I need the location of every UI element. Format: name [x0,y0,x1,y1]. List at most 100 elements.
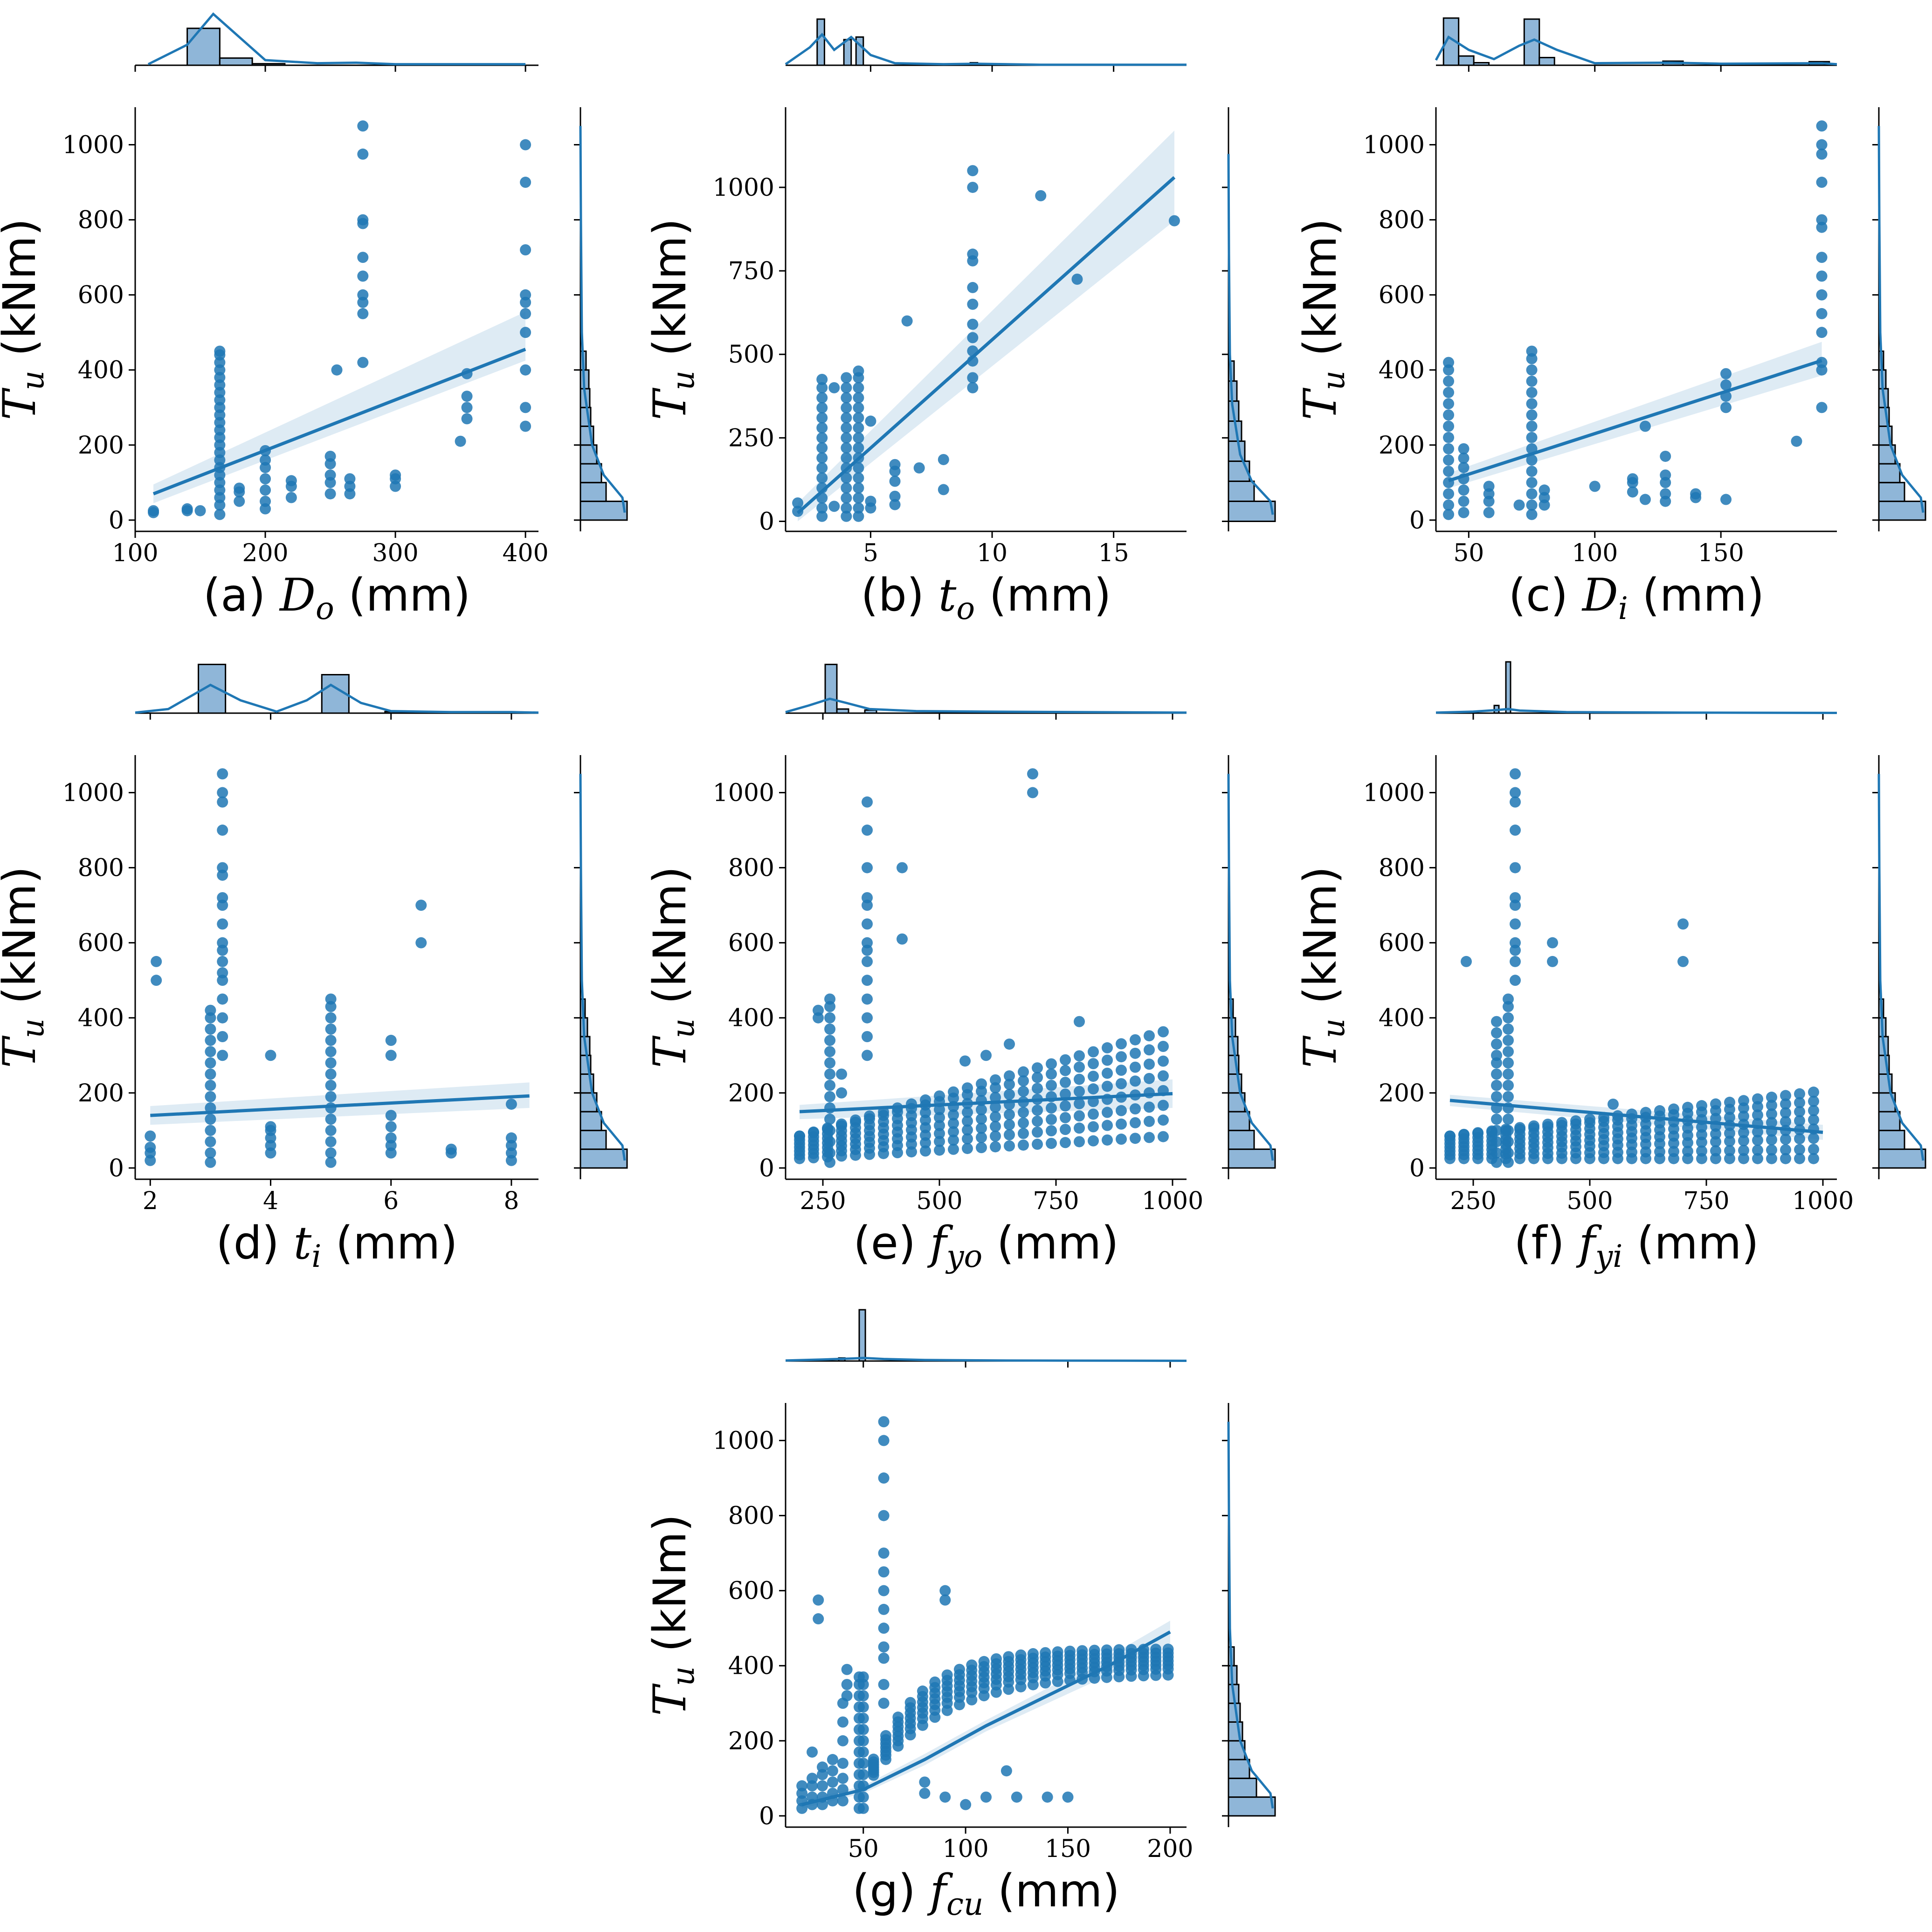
data-point [1720,402,1732,413]
data-point [1738,1110,1749,1122]
data-point [1458,495,1470,507]
data-point [816,402,828,413]
data-point [980,1791,992,1803]
data-point [357,289,369,301]
data-point [1443,398,1455,410]
data-point [1556,1117,1567,1128]
data-point [1503,1091,1514,1102]
data-point [1088,1108,1099,1120]
data-point [1780,1134,1791,1145]
data-point [1816,120,1828,132]
data-point [1503,1136,1514,1148]
data-point [505,1132,517,1144]
data-point [1158,1131,1169,1142]
data-point [841,412,852,424]
data-point [990,1130,1001,1142]
x-tick-label: 150 [1045,1835,1091,1863]
regression-line [1448,359,1822,482]
data-point [878,1566,890,1578]
data-point [325,1023,337,1035]
y-tick-label: 750 [728,257,774,285]
data-point [1526,420,1538,432]
data-point [217,1031,228,1042]
data-point [990,1101,1001,1113]
data-point [1780,1144,1791,1155]
data-point [824,1046,835,1058]
data-point [1808,1153,1819,1164]
data-point [824,1068,835,1080]
data-point [234,495,245,507]
right-hist-bar [580,1111,602,1131]
data-point [878,1652,890,1664]
y-tick-label: 800 [78,854,124,882]
right-hist-bar [1228,1129,1255,1150]
data-point [1710,1113,1721,1124]
y-tick-label: 0 [1409,507,1425,535]
y-axis-label: Tu (kNm) [0,866,51,1068]
data-points [796,1416,1174,1814]
data-point [1003,1651,1014,1663]
data-point [1738,1145,1749,1156]
data-point [520,244,531,256]
data-point [976,1104,987,1115]
data-point [145,1141,156,1153]
data-point [1794,1097,1805,1108]
data-point [1102,1042,1113,1054]
x-tick-label: 1000 [1142,1187,1203,1215]
data-point [1710,1128,1721,1140]
x-tick-label: 5 [863,539,878,567]
data-point [853,472,864,484]
data-point [1032,1138,1043,1150]
data-point [853,392,864,404]
data-point [938,454,949,465]
data-point [1032,1062,1043,1074]
data-point [1794,1088,1805,1100]
data-point [1639,420,1651,432]
top-kde-curve [1435,708,1837,714]
data-point [841,452,852,464]
data-point [807,1746,818,1758]
data-point [865,415,876,427]
x-tick-label: 750 [1683,1187,1729,1215]
y-tick-label: 0 [1409,1155,1425,1183]
data-point [1018,1107,1029,1118]
data-point [1816,139,1828,151]
data-point [331,364,343,376]
data-point [1640,1107,1651,1118]
confidence-band [150,1082,530,1125]
data-point [1724,1153,1735,1164]
data-point [862,892,873,904]
data-point [1660,488,1671,500]
data-point [934,1090,945,1102]
data-point [260,473,271,485]
right-kde-curve [579,126,626,513]
data-point [1513,499,1525,511]
data-point [1491,1016,1502,1027]
data-point [1752,1093,1763,1105]
data-point [1102,1067,1113,1079]
data-point [325,1156,337,1168]
data-point [827,1776,838,1788]
panel-d: 2 4 6 8 0 200 400 600 800 1000 Tu (kNm) (d) ti (mm) [0,664,628,1274]
data-point [260,454,271,466]
data-point [1443,387,1455,399]
data-point [214,509,226,520]
data-point [857,1758,869,1769]
y-tick-label: 800 [728,854,774,882]
x-tick-label: 250 [1450,1187,1496,1215]
data-point [1046,1102,1057,1114]
data-point [520,402,531,413]
data-point [857,1701,869,1713]
data-point [853,382,864,393]
data-point [1808,1114,1819,1126]
data-point [878,1585,890,1596]
x-tick-label: 250 [800,1187,846,1215]
data-point [1004,1109,1015,1121]
data-point [827,1754,838,1766]
right-hist-bar [1878,481,1905,502]
data-point [1018,1139,1029,1151]
data-point [1808,1095,1819,1107]
data-point [357,270,369,282]
data-point [205,1147,216,1159]
y-tick-label: 800 [728,1502,774,1530]
